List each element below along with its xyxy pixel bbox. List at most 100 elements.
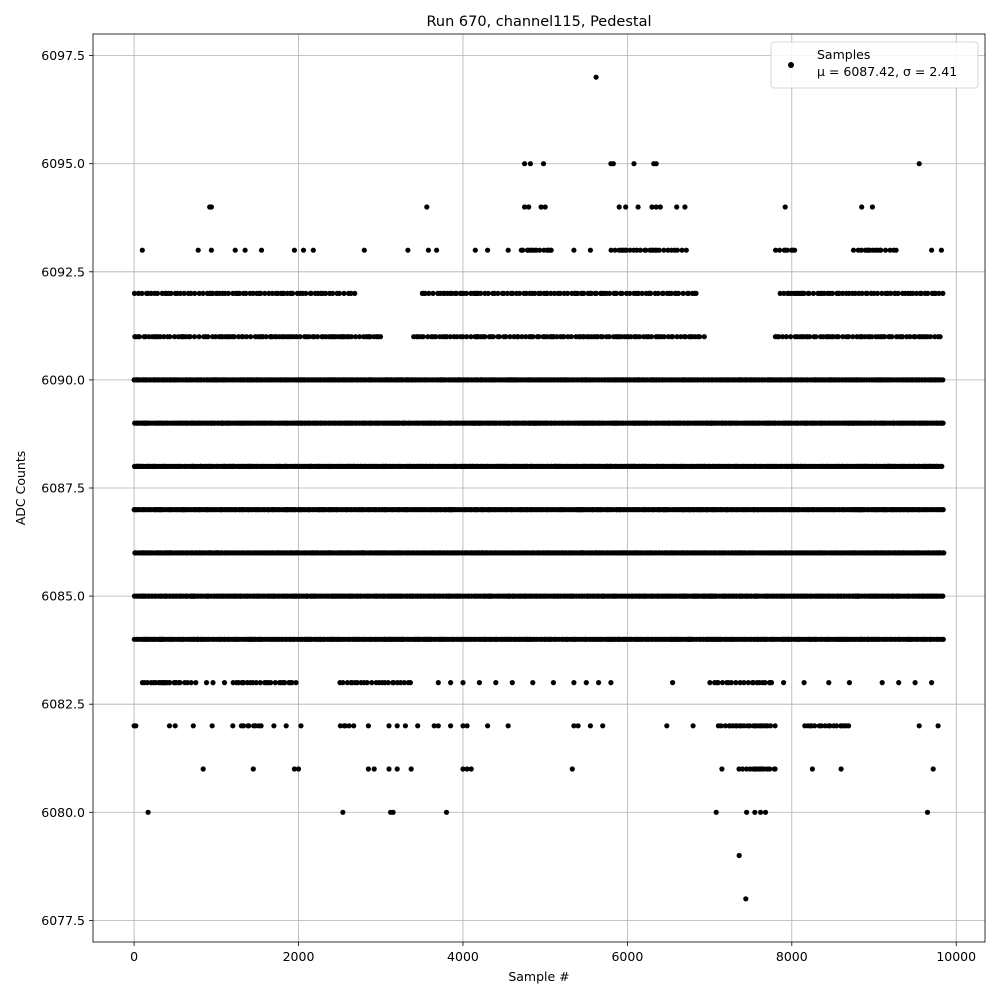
data-point <box>571 680 577 686</box>
data-point <box>810 290 817 296</box>
data-point <box>648 334 655 340</box>
data-point <box>523 334 529 340</box>
data-point <box>243 334 250 340</box>
data-point <box>929 680 935 686</box>
data-point <box>485 290 491 296</box>
data-point <box>394 723 400 729</box>
data-point <box>297 334 303 340</box>
data-point <box>537 290 544 296</box>
data-point <box>846 723 852 729</box>
data-point <box>139 247 145 253</box>
data-point <box>784 247 790 253</box>
data-point <box>444 334 450 340</box>
data-point <box>783 334 789 340</box>
legend-entry-name: Samples <box>817 47 870 62</box>
data-point <box>588 290 594 296</box>
data-point <box>485 723 491 729</box>
x-tick-label: 8000 <box>776 949 808 964</box>
data-point <box>258 723 264 729</box>
y-tick-label: 6077.5 <box>41 913 85 928</box>
data-point <box>515 334 521 340</box>
data-point <box>878 247 884 253</box>
data-point <box>623 247 630 253</box>
data-point <box>505 723 511 729</box>
data-point <box>133 723 139 729</box>
data-point <box>608 247 614 253</box>
data-point <box>550 680 557 686</box>
data-point <box>402 723 408 729</box>
data-point <box>668 290 674 296</box>
data-point <box>530 680 536 686</box>
data-point <box>600 334 606 340</box>
data-point <box>184 680 190 686</box>
data-point <box>172 723 178 729</box>
data-point <box>139 290 145 296</box>
data-point <box>408 766 414 772</box>
data-point <box>752 809 758 815</box>
data-point <box>468 766 474 772</box>
data-point <box>537 247 543 253</box>
data-point <box>767 723 774 729</box>
data-point <box>447 334 454 340</box>
data-point <box>940 636 946 642</box>
data-point <box>565 290 571 296</box>
data-point <box>758 809 764 815</box>
data-point <box>569 766 575 772</box>
data-point <box>674 204 680 210</box>
data-point <box>846 334 852 340</box>
data-point <box>561 334 567 340</box>
data-point <box>736 766 742 772</box>
data-point <box>910 290 916 296</box>
data-point <box>210 680 216 686</box>
data-point <box>780 334 786 340</box>
data-point <box>188 290 194 296</box>
data-point <box>927 334 934 340</box>
data-point <box>172 680 178 686</box>
data-point <box>722 723 728 729</box>
data-point <box>200 290 206 296</box>
data-point <box>660 290 666 296</box>
data-point <box>850 247 857 253</box>
data-point <box>293 680 299 686</box>
data-point <box>575 290 581 296</box>
data-point <box>741 680 747 686</box>
data-point <box>737 680 743 686</box>
data-point <box>801 680 807 686</box>
data-point <box>271 723 277 729</box>
data-point <box>386 723 392 729</box>
data-point <box>674 334 680 340</box>
data-point <box>643 247 649 253</box>
data-point <box>557 290 563 296</box>
data-point <box>610 161 617 167</box>
data-point <box>422 290 428 296</box>
data-point <box>571 247 577 253</box>
data-point <box>874 290 881 296</box>
data-point <box>209 723 215 729</box>
data-point <box>241 680 247 686</box>
data-point <box>736 852 742 859</box>
data-point <box>627 290 633 296</box>
data-point <box>367 334 374 340</box>
data-point <box>365 766 371 772</box>
data-point <box>882 334 888 340</box>
data-point <box>846 680 853 686</box>
data-point <box>385 680 391 686</box>
data-point <box>520 247 526 253</box>
data-point <box>743 896 749 902</box>
data-point <box>522 204 528 210</box>
data-point <box>496 334 502 340</box>
data-point <box>193 680 199 686</box>
data-point <box>869 334 875 340</box>
data-point <box>648 290 654 296</box>
data-point <box>940 507 946 513</box>
data-point <box>548 247 554 253</box>
data-point <box>937 334 943 340</box>
data-point <box>501 290 507 296</box>
data-point <box>443 809 450 815</box>
data-point <box>940 593 946 599</box>
data-point <box>300 247 307 253</box>
data-point <box>225 290 231 296</box>
data-point <box>661 334 667 340</box>
y-tick-label: 6085.0 <box>41 589 85 604</box>
